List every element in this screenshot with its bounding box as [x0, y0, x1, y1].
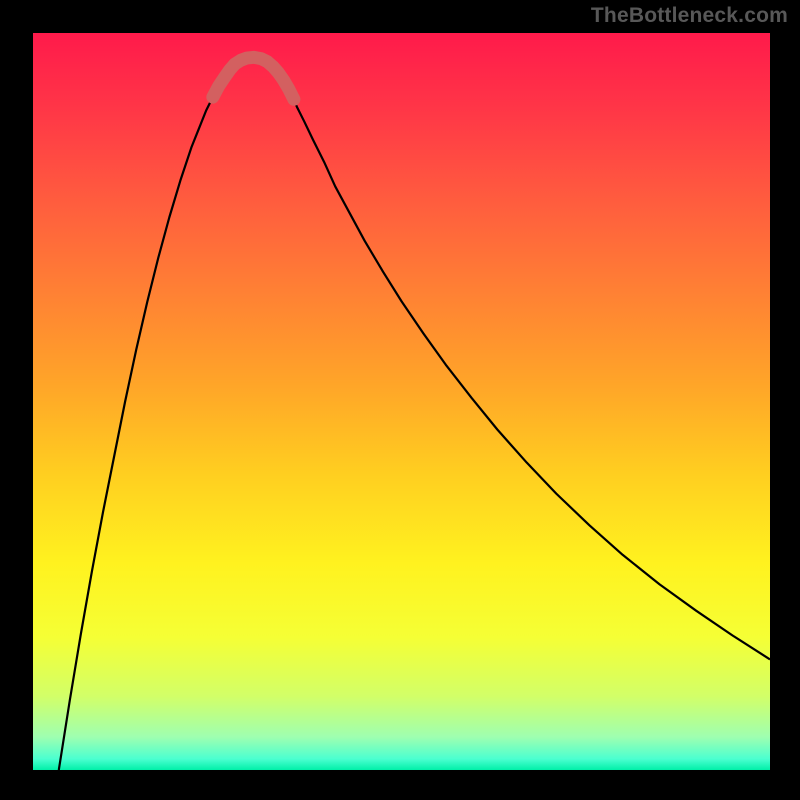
marker-layer — [33, 33, 770, 770]
marker-path — [213, 57, 294, 99]
plot-area — [33, 33, 770, 770]
watermark-text: TheBottleneck.com — [591, 4, 788, 28]
chart-stage: TheBottleneck.com — [0, 0, 800, 800]
